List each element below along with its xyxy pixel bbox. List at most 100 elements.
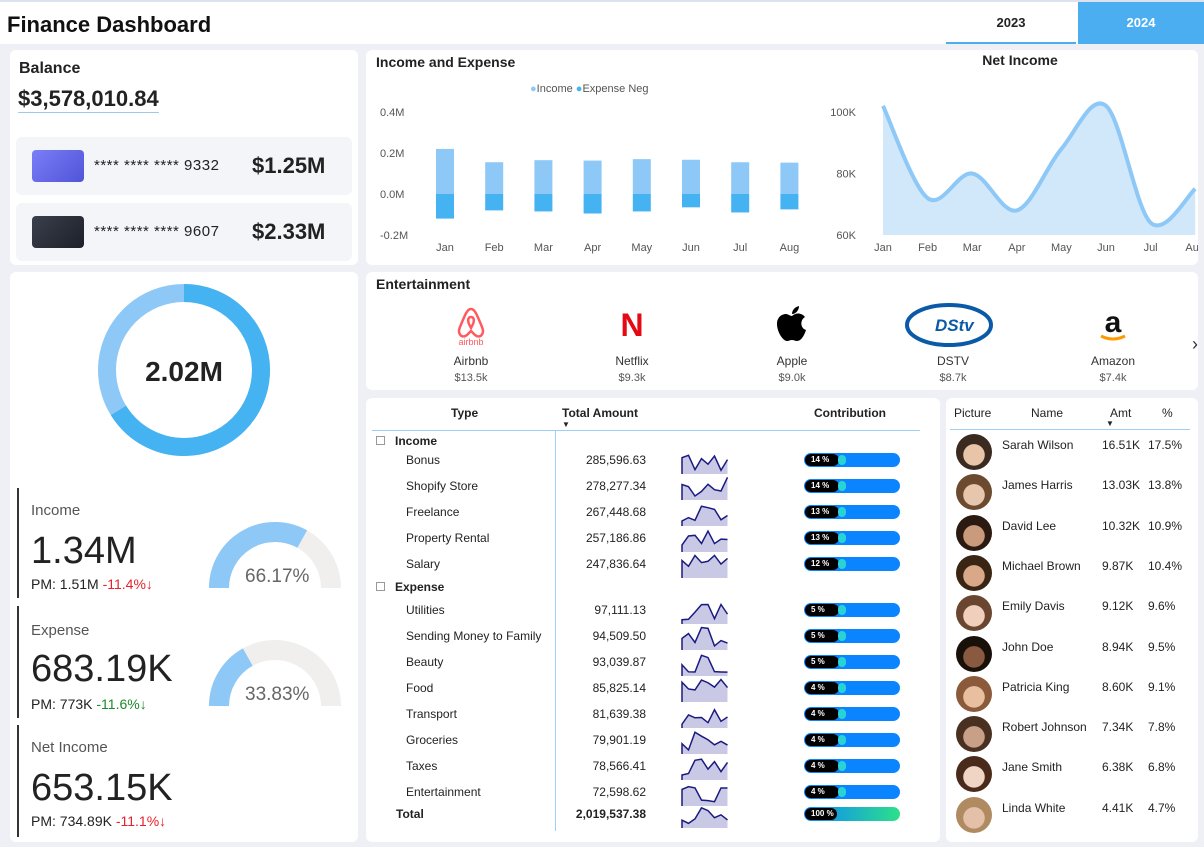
row-amount: 285,596.63 [585, 453, 646, 467]
tab-2023[interactable]: 2023 [946, 2, 1076, 44]
collapse-icon[interactable] [376, 436, 385, 445]
arrow-down-icon: ↓ [159, 813, 167, 829]
table-row[interactable]: Shopify Store 278,277.34 14 % [366, 474, 940, 500]
pm-text: PM: 773K [31, 696, 93, 712]
collapse-icon[interactable] [376, 582, 385, 591]
person-row[interactable]: David Lee 10.32K 10.9% [946, 513, 1198, 553]
contribution-label: 14 % [805, 480, 839, 492]
kpi-income: Income 1.34M PM: 1.51M -11.4%↓ 66.17% [17, 488, 347, 598]
person-row[interactable]: Jane Smith 6.38K 6.8% [946, 754, 1198, 794]
column-header-pct[interactable]: % [1162, 406, 1173, 420]
sparkline-area [682, 604, 728, 624]
sparkline [681, 758, 729, 780]
person-percent: 4.7% [1148, 800, 1176, 815]
sparkline-area [682, 679, 728, 702]
chart-title: Net Income [982, 52, 1058, 68]
person-percent: 10.9% [1148, 518, 1183, 533]
table-row[interactable]: Sending Money to Family 94,509.50 5 % [366, 624, 940, 650]
sparkline-line [681, 505, 728, 526]
person-percent: 6.8% [1148, 760, 1176, 775]
contribution-label: 12 % [805, 558, 839, 570]
net-income-area [883, 103, 1196, 235]
group-label: Income [395, 434, 438, 448]
ent-name: Airbnb [453, 354, 489, 368]
sort-desc-icon[interactable]: ▼ [1106, 419, 1114, 428]
contribution-bar: 5 % [804, 629, 900, 643]
change-text: -11.6% [96, 696, 140, 712]
table-row[interactable]: Groceries 79,901.19 4 % [366, 728, 940, 754]
person-row[interactable]: Linda White 4.41K 4.7% [946, 795, 1198, 835]
ent-name: Amazon [1090, 354, 1136, 368]
column-header-name[interactable]: Name [1031, 406, 1064, 420]
y-tick-label: 80K [836, 169, 856, 181]
arrow-down-icon: ↓ [139, 696, 147, 712]
x-tick-label: Jul [1144, 242, 1158, 254]
income-expense-chart: 0.4M 0.2M 0.0M -0.2M Jan Feb Mar Apr May Jun Jul Au… [380, 107, 799, 254]
kpi-label: Expense [31, 622, 90, 639]
column-header-total-amount[interactable]: Total Amount [562, 406, 638, 420]
sparkline [681, 806, 728, 828]
kpi-prev-month: PM: 773K -11.6%↓ [31, 696, 147, 712]
table-row[interactable]: Bonus 285,596.63 14 % [366, 448, 940, 474]
gauge-fill [209, 648, 254, 707]
table-row[interactable]: Food 85,825.14 4 % [366, 676, 940, 702]
sparkline-line [681, 758, 729, 780]
table-row[interactable]: Property Rental 257,186.86 13 % [366, 526, 940, 552]
pm-text: PM: 1.51M [31, 576, 99, 592]
sort-desc-icon[interactable]: ▼ [562, 420, 570, 429]
table-row[interactable]: Beauty 93,039.87 5 % [366, 650, 940, 676]
avatar [956, 514, 992, 551]
contribution-bar: 4 % [804, 759, 900, 773]
card-amount: $2.33M [252, 219, 326, 244]
contribution-bar: 14 % [804, 453, 900, 467]
table-row[interactable]: Salary 247,836.64 12 % [366, 552, 940, 578]
group-income[interactable]: Income [376, 434, 437, 448]
person-row[interactable]: Sarah Wilson 16.51K 17.5% [946, 432, 1198, 472]
y-tick-label: 0.4M [380, 107, 404, 119]
person-name: David Lee [1002, 518, 1057, 533]
person-amount: 7.34K [1102, 720, 1134, 735]
credit-card-1[interactable]: **** **** **** 9332 $1.25M [16, 137, 352, 195]
sparkline-line [681, 602, 729, 624]
column-header-picture[interactable]: Picture [954, 406, 992, 420]
column-header-type[interactable]: Type [451, 406, 479, 420]
expense-bar [436, 194, 454, 219]
row-amount: 79,901.19 [592, 733, 646, 747]
table-row[interactable]: Entertainment 72,598.62 4 % [366, 780, 940, 806]
contribution-marker [838, 507, 846, 517]
column-header-contribution[interactable]: Contribution [814, 406, 886, 420]
donut-income-arc [98, 284, 270, 456]
airbnb-logo-icon: airbnb [416, 302, 526, 348]
sparkline-area [682, 709, 728, 728]
person-row[interactable]: James Harris 13.03K 13.8% [946, 472, 1198, 512]
x-tick-label: May [1051, 242, 1072, 254]
table-row[interactable]: Taxes 78,566.41 4 % [366, 754, 940, 780]
person-row[interactable]: John Doe 8.94K 9.5% [946, 634, 1198, 674]
table-row[interactable]: Utilities 97,111.13 5 % [366, 598, 940, 624]
ent-name: Apple [776, 354, 808, 368]
credit-card-2[interactable]: **** **** **** 9607 $2.33M [16, 203, 352, 261]
table-row[interactable]: Transport 81,639.38 4 % [366, 702, 940, 728]
contribution-label: 5 % [805, 656, 839, 668]
person-row[interactable]: Patricia King 8.60K 9.1% [946, 674, 1198, 714]
person-name: Linda White [1002, 800, 1066, 815]
chevron-right-icon[interactable]: › [1192, 334, 1198, 354]
sparkline-line [681, 731, 728, 754]
ent-amount: $9.0k [778, 372, 806, 384]
chart-title: Income and Expense [376, 54, 516, 70]
group-expense[interactable]: Expense [376, 580, 444, 594]
table-row[interactable]: Freelance 267,448.68 13 % [366, 500, 940, 526]
sparkline-line [681, 785, 728, 806]
person-row[interactable]: Robert Johnson 7.34K 7.8% [946, 714, 1198, 754]
ent-amount: $8.7k [939, 372, 967, 384]
tab-2024[interactable]: 2024 [1078, 2, 1204, 44]
person-percent: 9.1% [1148, 679, 1176, 694]
person-row[interactable]: Emily Davis 9.12K 9.6% [946, 593, 1198, 633]
sparkline [681, 602, 729, 624]
x-tick-label: Aug [1185, 242, 1198, 254]
x-tick-label: Apr [584, 242, 601, 254]
contribution-bar: 5 % [804, 655, 900, 669]
person-row[interactable]: Michael Brown 9.87K 10.4% [946, 553, 1198, 593]
column-header-amt[interactable]: Amt [1110, 406, 1132, 420]
person-name: Michael Brown [1002, 558, 1081, 573]
